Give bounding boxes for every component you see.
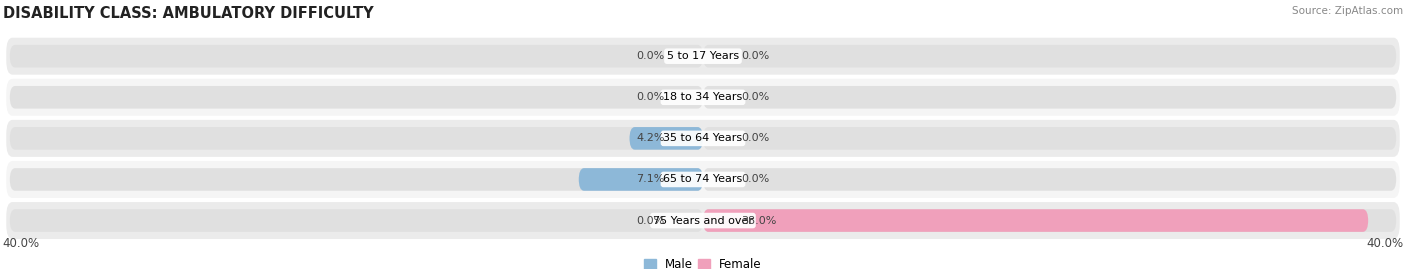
- FancyBboxPatch shape: [703, 168, 1396, 191]
- FancyBboxPatch shape: [6, 120, 1400, 157]
- Text: 35 to 64 Years: 35 to 64 Years: [664, 133, 742, 143]
- FancyBboxPatch shape: [6, 79, 1400, 116]
- Legend: Male, Female: Male, Female: [644, 258, 762, 269]
- Text: 0.0%: 0.0%: [741, 92, 769, 102]
- Text: 18 to 34 Years: 18 to 34 Years: [664, 92, 742, 102]
- Text: 0.0%: 0.0%: [741, 51, 769, 61]
- FancyBboxPatch shape: [6, 38, 1400, 75]
- Text: 7.1%: 7.1%: [636, 175, 665, 185]
- Text: 75 Years and over: 75 Years and over: [652, 215, 754, 225]
- FancyBboxPatch shape: [10, 45, 703, 68]
- Text: 0.0%: 0.0%: [637, 215, 665, 225]
- FancyBboxPatch shape: [6, 161, 1400, 198]
- Text: 0.0%: 0.0%: [741, 175, 769, 185]
- FancyBboxPatch shape: [10, 168, 703, 191]
- FancyBboxPatch shape: [579, 168, 703, 191]
- Text: 40.0%: 40.0%: [3, 237, 39, 250]
- Text: DISABILITY CLASS: AMBULATORY DIFFICULTY: DISABILITY CLASS: AMBULATORY DIFFICULTY: [3, 6, 374, 21]
- Text: 0.0%: 0.0%: [637, 51, 665, 61]
- FancyBboxPatch shape: [10, 127, 703, 150]
- Text: Source: ZipAtlas.com: Source: ZipAtlas.com: [1292, 6, 1403, 16]
- FancyBboxPatch shape: [6, 202, 1400, 239]
- FancyBboxPatch shape: [703, 127, 1396, 150]
- FancyBboxPatch shape: [703, 86, 1396, 109]
- Text: 40.0%: 40.0%: [1367, 237, 1403, 250]
- FancyBboxPatch shape: [703, 209, 1368, 232]
- FancyBboxPatch shape: [10, 209, 703, 232]
- Text: 4.2%: 4.2%: [636, 133, 665, 143]
- FancyBboxPatch shape: [630, 127, 703, 150]
- Text: 0.0%: 0.0%: [637, 92, 665, 102]
- Text: 5 to 17 Years: 5 to 17 Years: [666, 51, 740, 61]
- FancyBboxPatch shape: [10, 86, 703, 109]
- Text: 65 to 74 Years: 65 to 74 Years: [664, 175, 742, 185]
- Text: 0.0%: 0.0%: [741, 133, 769, 143]
- FancyBboxPatch shape: [703, 45, 1396, 68]
- FancyBboxPatch shape: [703, 209, 1396, 232]
- Text: 38.0%: 38.0%: [741, 215, 778, 225]
